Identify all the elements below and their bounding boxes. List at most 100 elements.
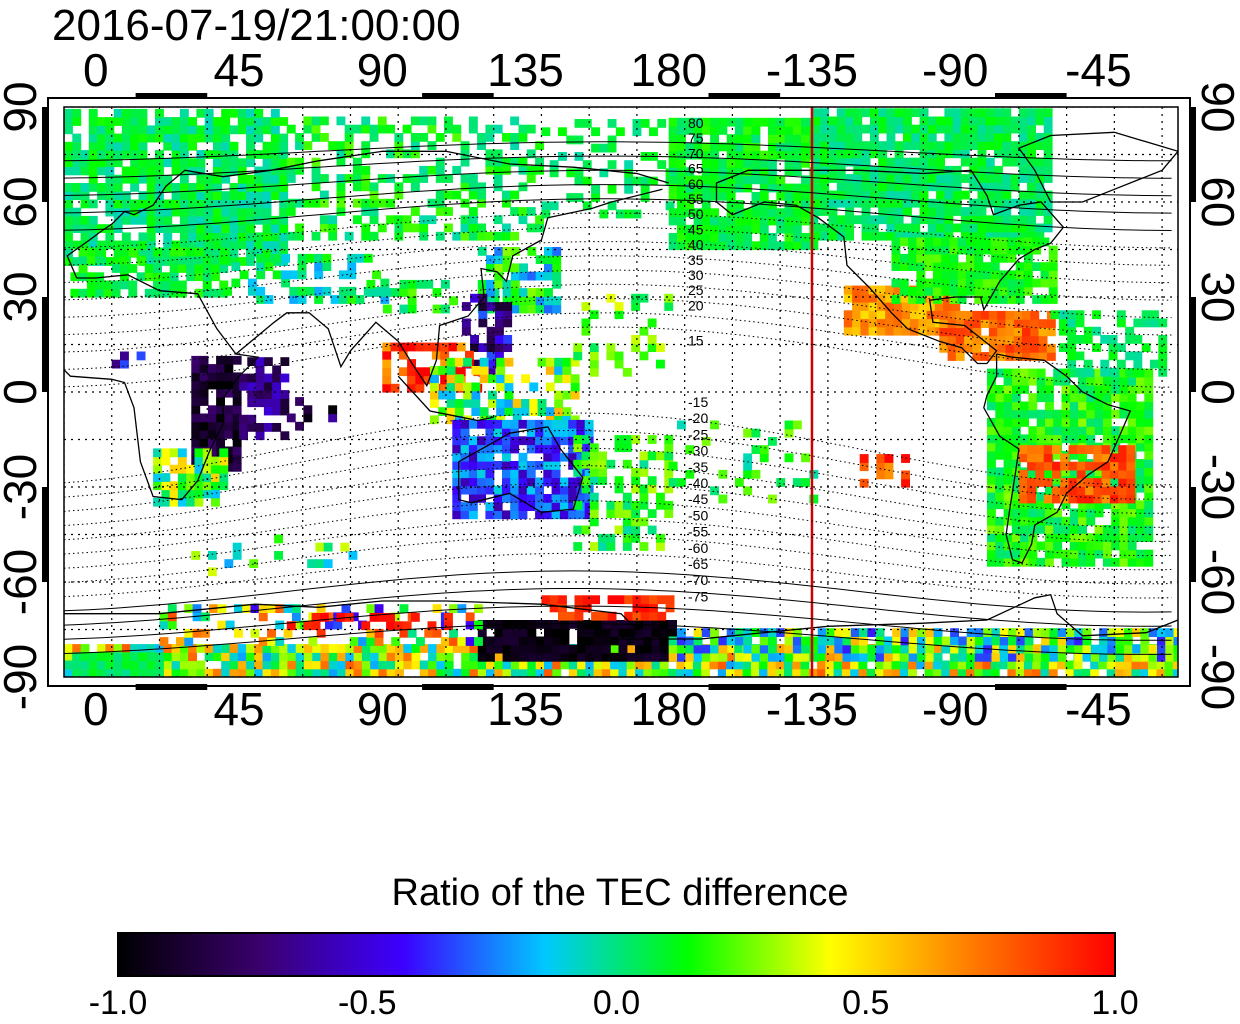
tec-cell: [911, 231, 921, 241]
tec-cell: [1086, 500, 1096, 510]
tec-cell: [560, 644, 570, 654]
tec-cell: [436, 660, 446, 670]
tec-cell: [191, 421, 201, 431]
tec-cell: [155, 199, 164, 209]
tec-cell: [202, 464, 212, 474]
tec-cell: [526, 485, 536, 495]
tec-cell: [477, 223, 486, 233]
tec-cell: [743, 126, 753, 135]
tec-cell: [239, 381, 248, 391]
tec-cell: [1119, 409, 1129, 419]
tec-cell: [270, 158, 280, 168]
tec-cell: [631, 509, 641, 518]
tec-cell: [304, 660, 313, 670]
tec-cell: [999, 295, 1008, 304]
tec-cell: [221, 668, 231, 677]
tec-cell: [159, 637, 169, 646]
tec-cell: [768, 437, 777, 446]
tec-cell: [312, 652, 322, 662]
tec-cell: [643, 652, 653, 662]
tec-cell: [640, 603, 650, 613]
tec-cell: [562, 366, 572, 375]
tec-cell: [339, 286, 348, 296]
tec-cell: [743, 175, 753, 185]
tec-cell: [726, 668, 735, 677]
tec-cell: [495, 318, 504, 328]
tec-cell: [223, 286, 232, 296]
tec-cell: [919, 141, 929, 150]
tec-cell: [944, 124, 954, 134]
tec-cell: [270, 660, 280, 670]
tec-cell: [916, 278, 926, 288]
tec-cell: [1102, 525, 1112, 534]
tec-cell: [503, 302, 513, 311]
tec-cell: [820, 157, 830, 167]
tec-cell: [1013, 343, 1023, 353]
tec-cell: [146, 215, 156, 225]
tec-cell: [668, 652, 678, 662]
tec-cell: [263, 390, 273, 399]
tec-cell: [995, 426, 1005, 435]
tec-cell: [200, 628, 210, 638]
tec-cell: [982, 262, 992, 271]
tec-cell: [974, 295, 984, 304]
tec-cell: [402, 124, 412, 134]
tec-cell: [64, 660, 73, 670]
tec-cell: [1083, 367, 1093, 377]
tec-cell: [1013, 310, 1023, 320]
tec-cell: [618, 652, 628, 662]
tec-cell: [734, 208, 744, 218]
tec-cell: [1010, 141, 1020, 150]
tec-cell: [105, 257, 115, 266]
tec-cell: [549, 160, 559, 169]
tec-cell: [286, 198, 296, 208]
tec-cell: [1102, 401, 1112, 411]
tec-cell: [718, 494, 728, 504]
tec-cell: [894, 165, 904, 175]
tec-cell: [490, 288, 500, 297]
tec-cell: [410, 149, 420, 159]
tec-cell: [568, 485, 578, 495]
tec-cell: [820, 116, 830, 126]
tec-cell: [535, 652, 545, 662]
tec-cell: [477, 288, 487, 297]
tec-cell: [759, 175, 769, 185]
coastline: [458, 426, 584, 513]
tec-cell: [502, 288, 512, 297]
tec-cell: [1076, 486, 1086, 496]
tec-cell: [635, 628, 644, 637]
tec-cell: [461, 644, 471, 653]
tec-cell: [932, 237, 942, 247]
tec-cell: [474, 637, 483, 646]
tec-cell: [1053, 549, 1063, 559]
tec-cell: [552, 255, 562, 264]
tec-cell: [543, 494, 553, 503]
tec-cell: [270, 215, 280, 225]
tec-cell: [966, 262, 975, 271]
tec-cell: [845, 157, 854, 167]
tec-cell: [213, 150, 222, 159]
tec-cell: [1061, 549, 1071, 559]
tec-cell: [232, 551, 242, 560]
tec-cell: [947, 335, 957, 345]
tec-cell: [1074, 652, 1084, 662]
tec-cell: [1028, 376, 1038, 386]
tec-cell: [171, 133, 181, 143]
tec-cell: [353, 182, 362, 192]
tec-cell: [668, 241, 678, 251]
tec-cell: [144, 272, 154, 282]
tec-cell: [801, 216, 810, 226]
tec-cell: [958, 636, 968, 646]
tec-cell: [718, 469, 728, 479]
tec-cell: [216, 380, 225, 390]
tec-cell: [631, 525, 641, 535]
tec-cell: [1069, 533, 1079, 542]
tec-cell: [1144, 385, 1154, 394]
tec-cell: [454, 407, 464, 416]
tec-cell: [1045, 426, 1054, 435]
tec-cell: [171, 183, 181, 192]
tec-cell: [361, 207, 371, 216]
tec-cell: [1035, 453, 1045, 463]
tec-cell: [784, 636, 794, 646]
tec-cell: [974, 286, 984, 296]
